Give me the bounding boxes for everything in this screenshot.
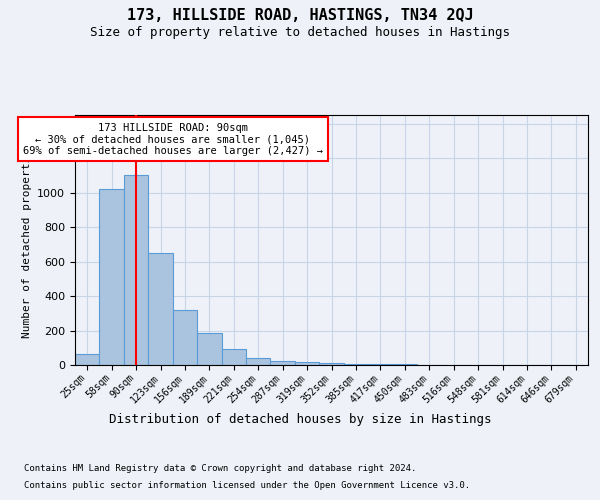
Bar xyxy=(173,310,197,365)
Bar xyxy=(295,362,319,365)
Bar xyxy=(148,253,173,365)
Bar xyxy=(75,354,100,365)
Bar xyxy=(124,176,148,365)
Bar xyxy=(368,364,392,365)
Y-axis label: Number of detached properties: Number of detached properties xyxy=(22,142,32,338)
Bar xyxy=(246,358,271,365)
Bar xyxy=(392,364,417,365)
Bar xyxy=(344,364,368,365)
Bar xyxy=(197,333,221,365)
Bar xyxy=(319,364,344,365)
Text: Contains HM Land Registry data © Crown copyright and database right 2024.: Contains HM Land Registry data © Crown c… xyxy=(24,464,416,473)
Text: Distribution of detached houses by size in Hastings: Distribution of detached houses by size … xyxy=(109,412,491,426)
Bar xyxy=(271,360,295,365)
Text: Size of property relative to detached houses in Hastings: Size of property relative to detached ho… xyxy=(90,26,510,39)
Bar xyxy=(100,189,124,365)
Text: 173, HILLSIDE ROAD, HASTINGS, TN34 2QJ: 173, HILLSIDE ROAD, HASTINGS, TN34 2QJ xyxy=(127,8,473,22)
Bar xyxy=(221,350,246,365)
Text: 173 HILLSIDE ROAD: 90sqm
← 30% of detached houses are smaller (1,045)
69% of sem: 173 HILLSIDE ROAD: 90sqm ← 30% of detach… xyxy=(23,122,323,156)
Text: Contains public sector information licensed under the Open Government Licence v3: Contains public sector information licen… xyxy=(24,481,470,490)
